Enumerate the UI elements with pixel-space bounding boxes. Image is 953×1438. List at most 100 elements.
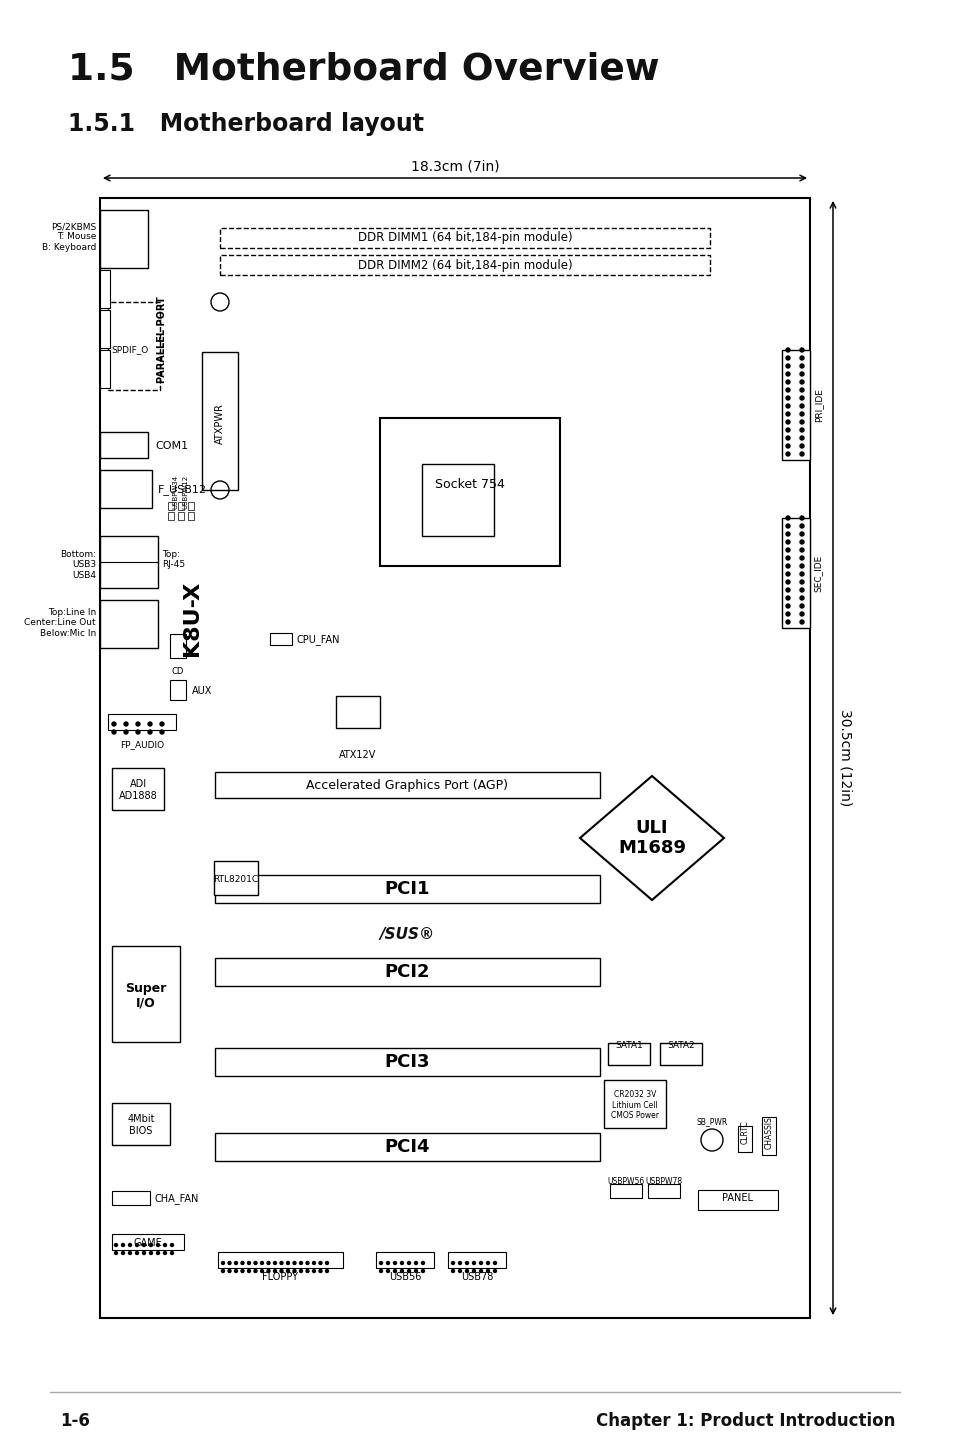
Circle shape <box>800 564 803 568</box>
Circle shape <box>124 731 128 733</box>
Text: PS/2KBMS
T: Mouse
B: Keyboard: PS/2KBMS T: Mouse B: Keyboard <box>42 221 96 252</box>
Circle shape <box>129 1244 132 1247</box>
Circle shape <box>114 1251 117 1254</box>
Circle shape <box>414 1270 417 1273</box>
Circle shape <box>785 380 789 384</box>
Text: RTL8201C: RTL8201C <box>213 874 258 883</box>
Text: AUX: AUX <box>192 686 213 696</box>
Circle shape <box>386 1270 389 1273</box>
Circle shape <box>800 532 803 536</box>
Circle shape <box>486 1270 489 1273</box>
Text: PCI3: PCI3 <box>384 1053 429 1071</box>
Circle shape <box>306 1270 309 1273</box>
Circle shape <box>458 1270 461 1273</box>
Circle shape <box>136 731 140 733</box>
Circle shape <box>253 1270 256 1273</box>
Circle shape <box>156 1251 159 1254</box>
Circle shape <box>800 380 803 384</box>
Text: /SUS®: /SUS® <box>379 926 435 942</box>
Circle shape <box>318 1261 322 1264</box>
Circle shape <box>800 395 803 400</box>
Text: PCI1: PCI1 <box>384 880 429 897</box>
Circle shape <box>800 523 803 528</box>
Circle shape <box>414 1261 417 1264</box>
Circle shape <box>313 1270 315 1273</box>
Circle shape <box>800 604 803 608</box>
Circle shape <box>800 613 803 615</box>
Text: Top:Line In
Center:Line Out
Below:Mic In: Top:Line In Center:Line Out Below:Mic In <box>25 608 96 638</box>
Circle shape <box>156 1244 159 1247</box>
Circle shape <box>260 1261 263 1264</box>
Text: Accelerated Graphics Port (AGP): Accelerated Graphics Port (AGP) <box>306 778 508 791</box>
Bar <box>214 1048 599 1076</box>
Text: DDR DIMM1 (64 bit,184-pin module): DDR DIMM1 (64 bit,184-pin module) <box>357 232 572 244</box>
Circle shape <box>221 1261 224 1264</box>
Text: USBPW12: USBPW12 <box>182 475 188 509</box>
Circle shape <box>112 722 116 726</box>
Circle shape <box>800 557 803 559</box>
Circle shape <box>129 1251 132 1254</box>
Circle shape <box>800 548 803 552</box>
Circle shape <box>148 731 152 733</box>
Circle shape <box>274 1261 276 1264</box>
Circle shape <box>135 1251 138 1254</box>
Circle shape <box>234 1261 237 1264</box>
Circle shape <box>800 372 803 375</box>
Circle shape <box>785 541 789 544</box>
Circle shape <box>121 1251 125 1254</box>
Circle shape <box>785 523 789 528</box>
Bar <box>112 768 164 810</box>
Circle shape <box>142 1251 146 1254</box>
Circle shape <box>785 348 789 352</box>
Circle shape <box>800 420 803 424</box>
Circle shape <box>241 1270 244 1273</box>
Circle shape <box>493 1270 496 1273</box>
Bar <box>100 431 148 457</box>
Circle shape <box>785 613 789 615</box>
Circle shape <box>163 1244 167 1247</box>
Text: PARALLEL PORT: PARALLEL PORT <box>157 296 167 384</box>
Circle shape <box>228 1270 231 1273</box>
Circle shape <box>407 1270 410 1273</box>
Text: Bottom:
USB3
USB4: Bottom: USB3 USB4 <box>60 549 96 580</box>
Bar <box>220 255 709 275</box>
Circle shape <box>785 413 789 416</box>
Circle shape <box>228 1261 231 1264</box>
Text: 1-6: 1-6 <box>60 1412 90 1429</box>
Circle shape <box>800 444 803 449</box>
Circle shape <box>785 444 789 449</box>
Circle shape <box>221 1270 224 1273</box>
Bar <box>738 1126 751 1152</box>
Circle shape <box>112 731 116 733</box>
Circle shape <box>785 357 789 360</box>
Circle shape <box>785 604 789 608</box>
Bar <box>100 536 158 588</box>
Circle shape <box>286 1261 289 1264</box>
Circle shape <box>785 580 789 584</box>
Bar <box>647 1183 679 1198</box>
Circle shape <box>293 1270 295 1273</box>
Text: 18.3cm (7in): 18.3cm (7in) <box>410 160 498 174</box>
Text: ATXPWR: ATXPWR <box>214 404 225 444</box>
Bar <box>112 1234 184 1250</box>
Circle shape <box>421 1261 424 1264</box>
Bar <box>100 600 158 649</box>
Bar <box>112 1103 170 1145</box>
Text: ATX12V: ATX12V <box>339 751 376 761</box>
Circle shape <box>800 429 803 431</box>
Circle shape <box>472 1270 475 1273</box>
Text: FP_AUDIO: FP_AUDIO <box>120 741 164 749</box>
Text: F_USB12: F_USB12 <box>158 485 207 496</box>
Text: ULI
M1689: ULI M1689 <box>618 818 685 857</box>
Circle shape <box>785 395 789 400</box>
Text: USBPW56: USBPW56 <box>607 1178 644 1186</box>
Text: CHASSIS: CHASSIS <box>763 1117 773 1149</box>
Circle shape <box>267 1270 270 1273</box>
Circle shape <box>386 1261 389 1264</box>
Circle shape <box>465 1261 468 1264</box>
Text: SEC_IDE: SEC_IDE <box>813 555 822 591</box>
Circle shape <box>160 731 164 733</box>
Circle shape <box>325 1270 328 1273</box>
Circle shape <box>160 722 164 726</box>
Text: Chapter 1: Product Introduction: Chapter 1: Product Introduction <box>595 1412 894 1429</box>
